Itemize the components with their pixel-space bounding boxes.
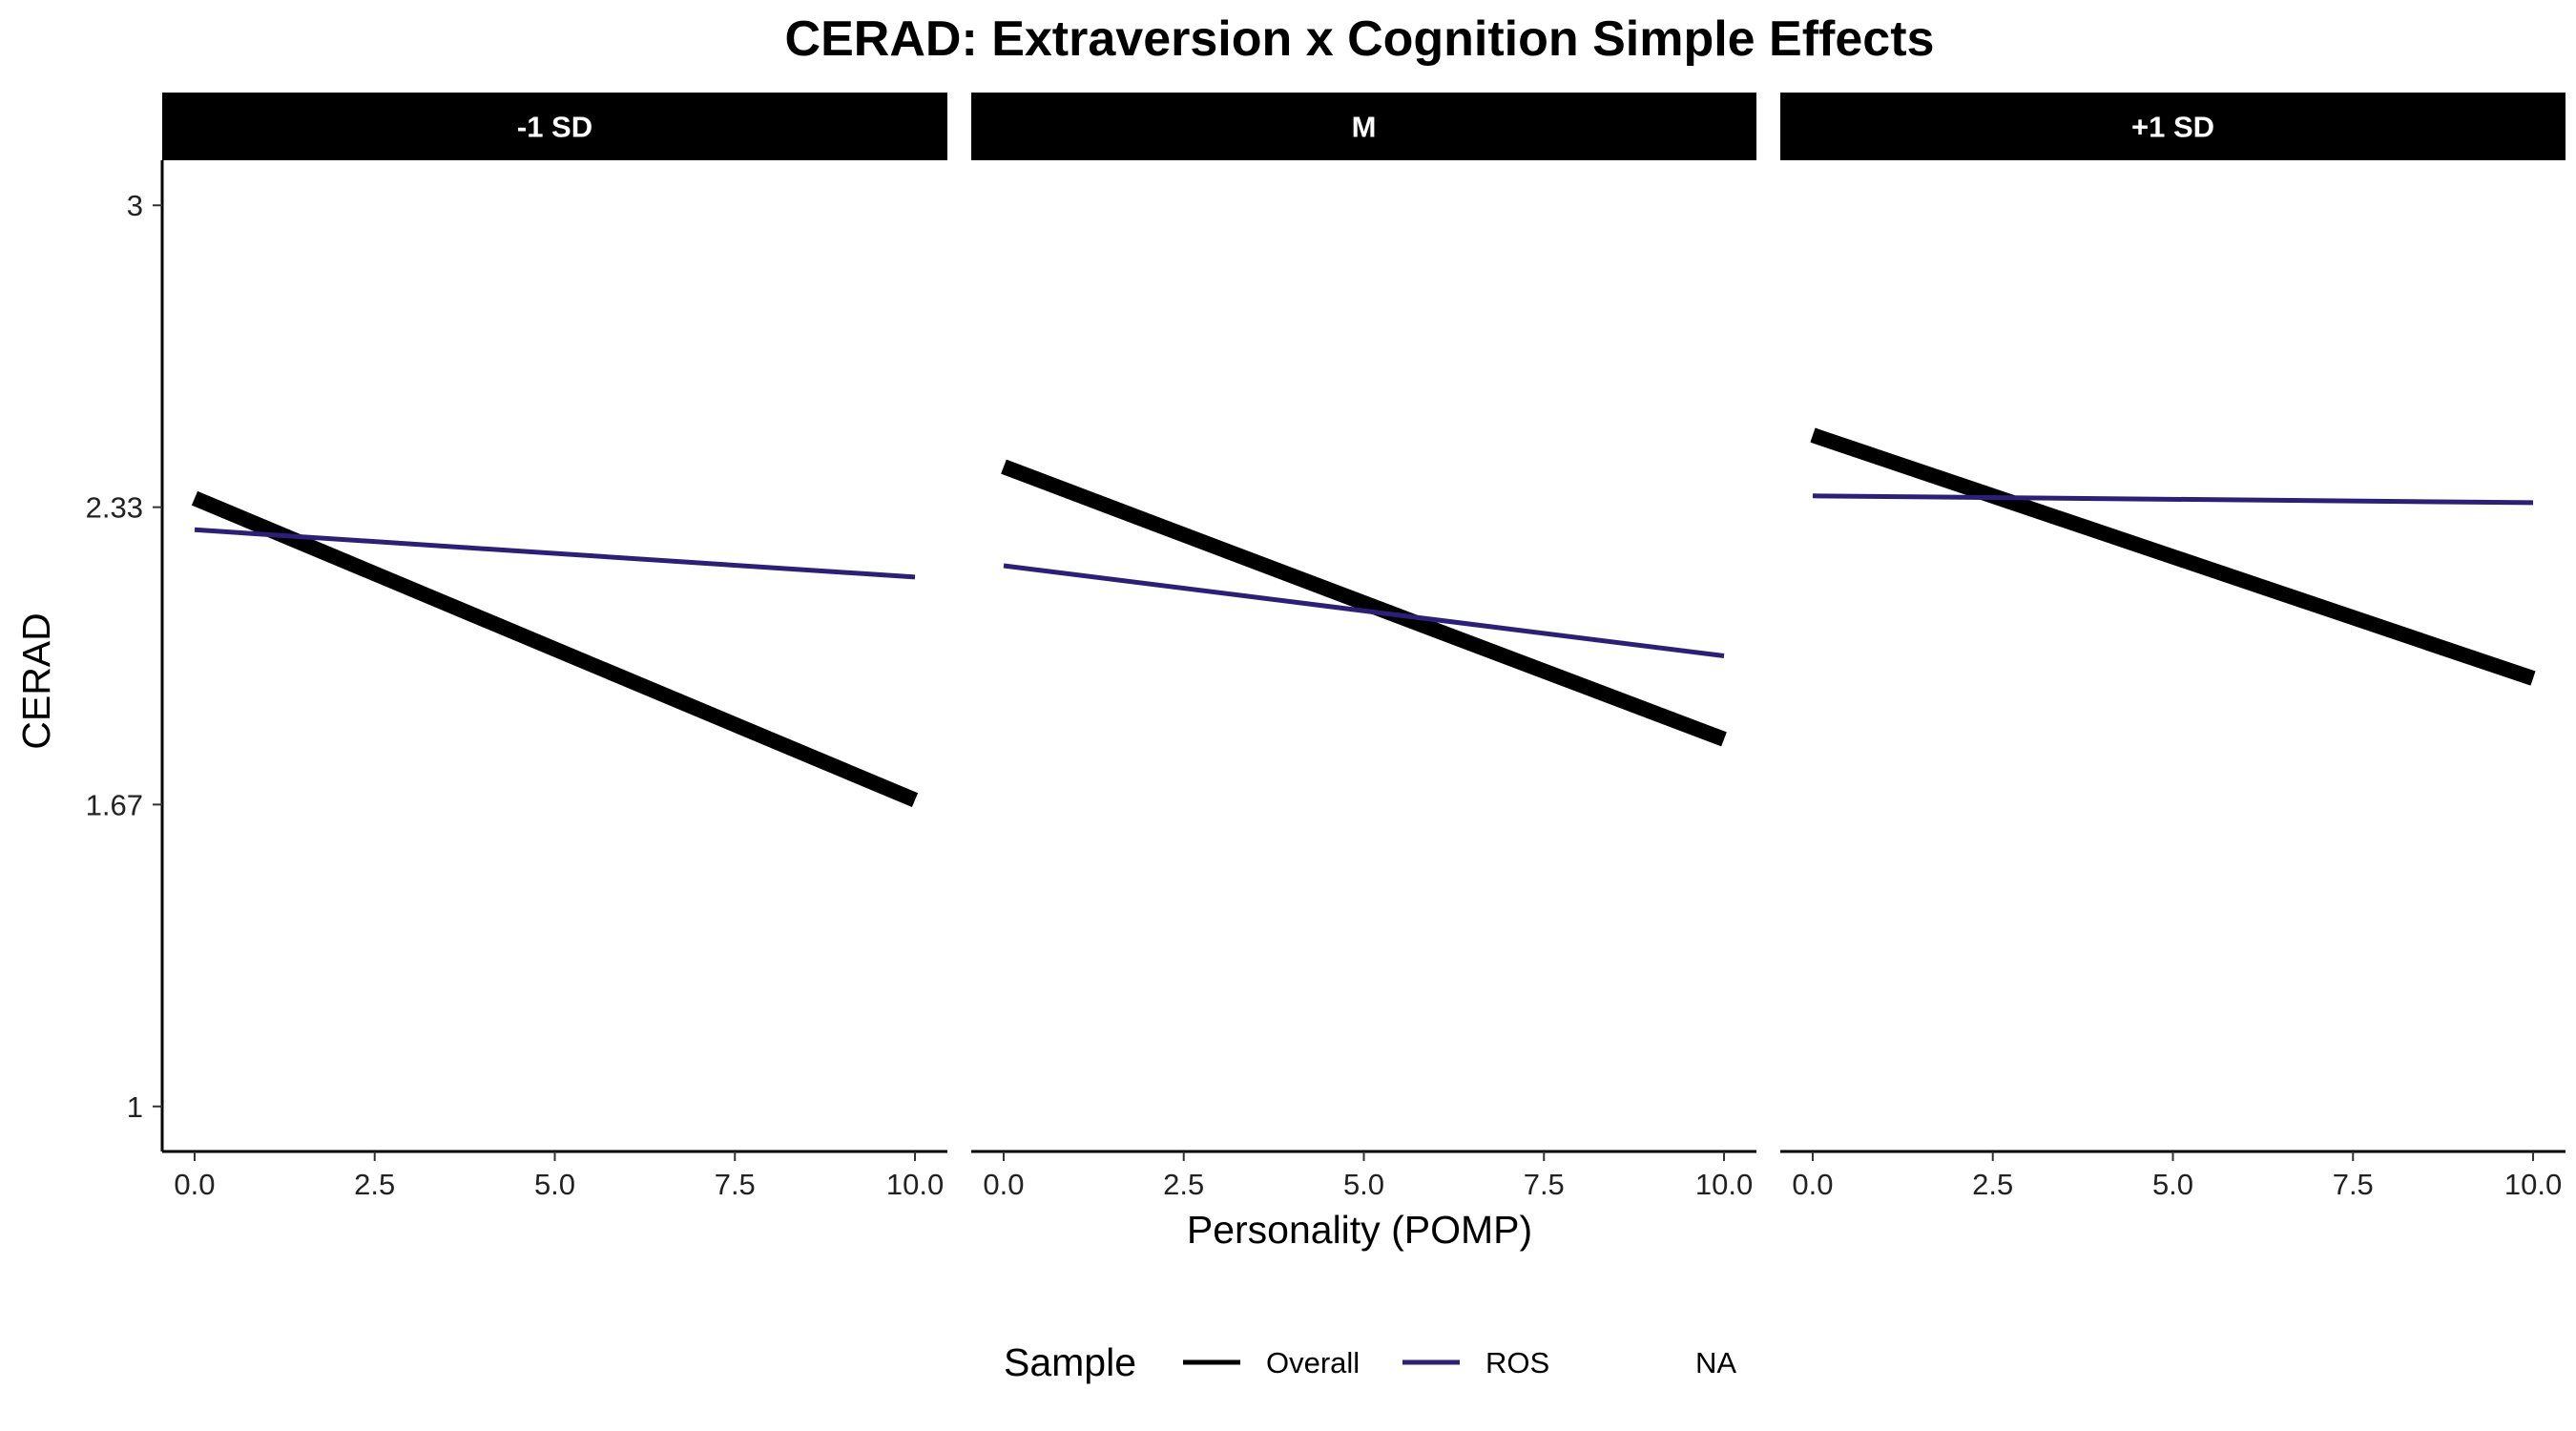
series-line-overall xyxy=(1810,427,2536,686)
x-tick-label: 10.0 xyxy=(2504,1168,2562,1201)
series-line-overall xyxy=(1001,459,1727,747)
panel-2: +1 SD 0.0 2.5 5.0 7.5 10.0 xyxy=(1780,93,2566,1201)
x-tick-label: 10.0 xyxy=(886,1168,944,1201)
x-tick-label: 2.5 xyxy=(1163,1168,1204,1201)
x-axis-title: Personality (POMP) xyxy=(1187,1208,1532,1252)
series-line-ros xyxy=(1003,563,1725,658)
series-line-ros xyxy=(194,527,916,580)
x-tick-label: 5.0 xyxy=(1343,1168,1384,1201)
x-tick-label: 5.0 xyxy=(2152,1168,2193,1201)
x-tick-label: 7.5 xyxy=(2333,1168,2374,1201)
x-tick-label: 0.0 xyxy=(174,1168,215,1201)
legend-item: Overall xyxy=(1183,1346,1360,1379)
panel-strip-label: M xyxy=(1352,111,1377,144)
legend-item: NA xyxy=(1695,1346,1736,1379)
panel-strip xyxy=(971,93,1756,160)
series-line-ros xyxy=(1812,493,2534,506)
chart-title: CERAD: Extraversion x Cognition Simple E… xyxy=(785,11,1935,67)
x-tick-label: 10.0 xyxy=(1695,1168,1753,1201)
legend: Sample Overall ROS NA xyxy=(1004,1340,1736,1384)
legend-label: NA xyxy=(1695,1346,1736,1379)
panel-1: M 0.0 2.5 5.0 7.5 10.0 xyxy=(971,93,1756,1201)
y-tick-label: 1.67 xyxy=(86,788,143,821)
x-tick-label: 7.5 xyxy=(715,1168,756,1201)
x-tick-label: 0.0 xyxy=(1792,1168,1833,1201)
x-tick-label: 2.5 xyxy=(1972,1168,2013,1201)
panels-layer: -1 SD 0.0 2.5 5.0 7.5 10.0 1 1.67 2.33 3 M 0.0 2.5 5.… xyxy=(86,93,2566,1201)
legend-item: ROS xyxy=(1402,1346,1549,1379)
y-tick-label: 2.33 xyxy=(86,491,143,525)
series-line-overall xyxy=(191,490,919,807)
panel-strip-label: +1 SD xyxy=(2131,111,2214,144)
panel-strip xyxy=(162,93,947,160)
x-tick-label: 7.5 xyxy=(1524,1168,1565,1201)
x-tick-label: 0.0 xyxy=(983,1168,1024,1201)
panel-strip xyxy=(1780,93,2566,160)
legend-label: Overall xyxy=(1266,1346,1360,1379)
y-axis-title: CERAD xyxy=(14,612,58,750)
panel-0: -1 SD 0.0 2.5 5.0 7.5 10.0 1 1.67 2.33 3 xyxy=(86,93,947,1201)
y-tick-label: 3 xyxy=(127,189,143,222)
x-tick-label: 2.5 xyxy=(354,1168,395,1201)
legend-label: ROS xyxy=(1485,1346,1549,1379)
y-tick-label: 1 xyxy=(127,1090,143,1124)
panel-strip-label: -1 SD xyxy=(517,111,592,144)
legend-title: Sample xyxy=(1004,1340,1136,1384)
x-tick-label: 5.0 xyxy=(534,1168,575,1201)
